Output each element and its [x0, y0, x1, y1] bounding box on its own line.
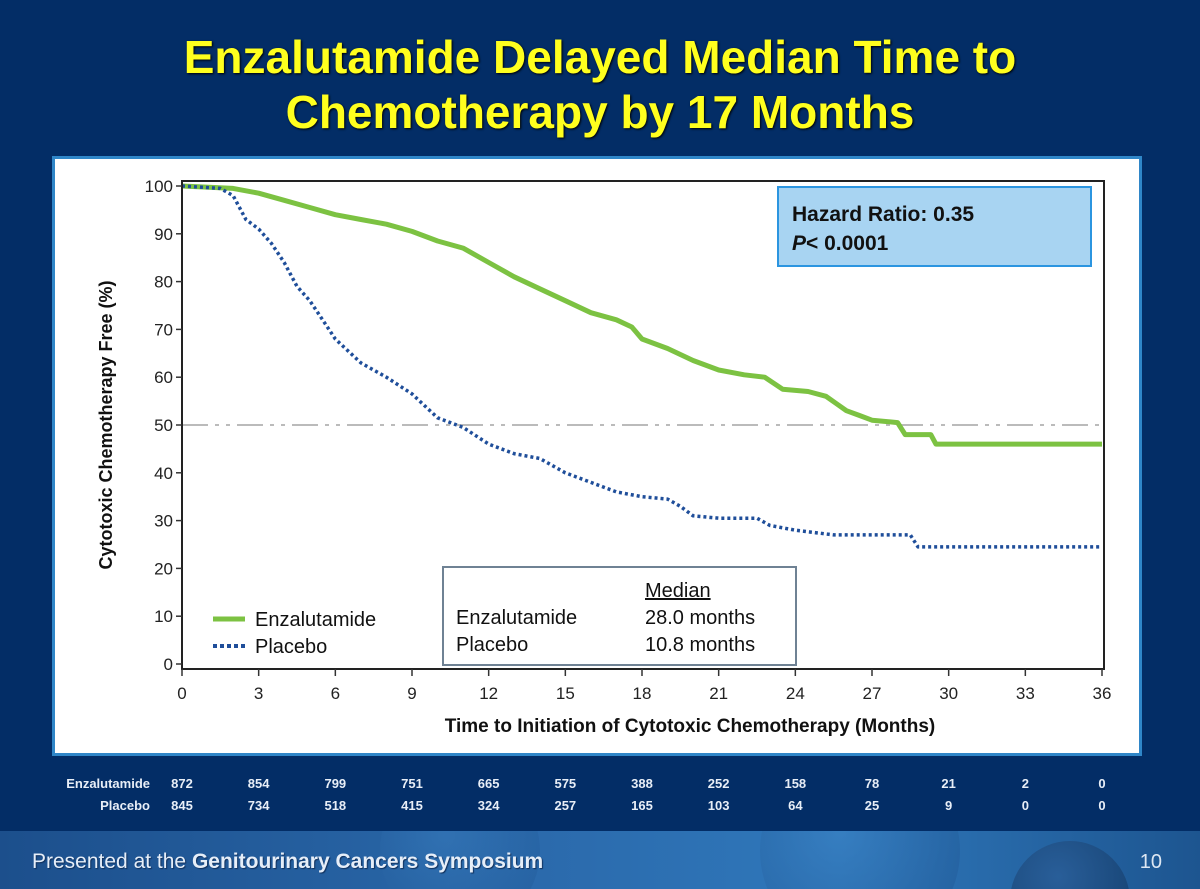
y-tick-label: 80: [154, 273, 173, 292]
chart-panel: 0 10 20 30 40 50 60 70 80 90 100 0 3 6 9 12 15 18 21 24 27 3…: [52, 156, 1142, 756]
risk-count: 9: [945, 798, 953, 813]
y-tick-label: 0: [164, 655, 173, 674]
risk-count: 799: [324, 776, 347, 791]
x-tick-label: 27: [863, 684, 882, 703]
legend-label-enzalutamide: Enzalutamide: [255, 609, 376, 631]
x-axis-label: Time to Initiation of Cytotoxic Chemothe…: [445, 716, 935, 737]
risk-count: 388: [631, 776, 653, 791]
risk-count: 21: [941, 776, 956, 791]
x-tick-label: 6: [331, 684, 340, 703]
x-tick-label: 9: [407, 684, 416, 703]
slide-title-line-1: Enzalutamide Delayed Median Time to: [183, 31, 1017, 83]
y-tick-label: 20: [154, 559, 173, 578]
series-group: [181, 183, 1102, 549]
risk-count: 0: [1098, 776, 1106, 791]
risk-count: 257: [554, 798, 577, 813]
x-tick-label: 12: [479, 684, 498, 703]
risk-count: 2: [1021, 776, 1029, 791]
risk-count: 165: [631, 798, 653, 813]
decorative-bubble: [1010, 841, 1130, 889]
y-tick-label: 50: [154, 416, 173, 435]
risk-count: 0: [1098, 798, 1106, 813]
y-tick-label: 30: [154, 512, 173, 531]
risk-count: 78: [864, 776, 880, 791]
risk-count: 518: [324, 798, 347, 813]
risk-count: 158: [784, 776, 807, 791]
y-tick-label: 10: [154, 607, 173, 626]
risk-row-label: Enzalutamide: [66, 776, 150, 791]
y-axis-label: Cytotoxic Chemotherapy Free (%): [96, 280, 116, 569]
risk-count: 751: [401, 776, 423, 791]
x-axis-ticks: 0 3 6 9 12 15 18 21 24 27 30 33 36: [177, 669, 1111, 703]
p-value-text: P< 0.0001: [792, 232, 889, 255]
median-table: Median Enzalutamide 28.0 months Placebo …: [442, 566, 797, 666]
y-tick-label: 90: [154, 225, 173, 244]
risk-count: 0: [1021, 798, 1029, 813]
median-row-arm-placebo: Placebo: [456, 634, 528, 656]
numbers-at-risk-table: Enzalutamide 872 854 799 751 665 575 388 252 158…: [0, 772, 1200, 822]
hazard-ratio-text: Hazard Ratio: 0.35: [792, 203, 974, 226]
slide-title-line-2: Chemotherapy by 17 Months: [285, 86, 915, 138]
legend-label-placebo: Placebo: [255, 636, 327, 658]
risk-count: 665: [477, 776, 500, 791]
p-label: P: [792, 232, 807, 255]
risk-count: 252: [707, 776, 730, 791]
x-tick-label: 21: [709, 684, 728, 703]
p-value: < 0.0001: [806, 232, 889, 255]
risk-count: 64: [788, 798, 803, 813]
risk-count: 324: [477, 798, 500, 813]
legend: Enzalutamide Placebo: [213, 609, 376, 658]
risk-row-label: Placebo: [100, 798, 150, 813]
median-row-value-enzalutamide: 28.0 months: [645, 607, 755, 629]
risk-count: 25: [864, 798, 880, 813]
x-tick-label: 24: [786, 684, 805, 703]
page-number: 10: [1139, 851, 1162, 873]
x-tick-label: 36: [1093, 684, 1112, 703]
footer-prefix: Presented at the: [32, 850, 192, 873]
median-header: Median: [645, 580, 711, 602]
risk-count: 103: [707, 798, 730, 813]
risk-row-enzalutamide: Enzalutamide 872 854 799 751 665 575 388 252 158…: [0, 776, 1200, 794]
x-tick-label: 0: [177, 684, 186, 703]
slide-title: Enzalutamide Delayed Median Time to Chem…: [0, 30, 1200, 140]
stats-box-background: [777, 186, 1092, 267]
x-tick-label: 30: [939, 684, 958, 703]
risk-row-placebo: Placebo 845 734 518 415 324 257 165 103 64 25 9 0 0: [0, 798, 1200, 816]
risk-count: 845: [171, 798, 193, 813]
risk-count: 575: [554, 776, 577, 791]
footer-credit: Presented at the Genitourinary Cancers S…: [32, 850, 543, 874]
decorative-bubble: [760, 831, 960, 889]
y-axis-ticks: 0 10 20 30 40 50 60 70 80 90 100: [145, 177, 182, 674]
median-row-arm-enzalutamide: Enzalutamide: [456, 607, 577, 629]
x-tick-label: 18: [633, 684, 652, 703]
y-tick-label: 100: [145, 177, 173, 196]
median-table-border: [442, 566, 797, 666]
y-tick-label: 40: [154, 464, 173, 483]
footer-event: Genitourinary Cancers Symposium: [191, 850, 544, 873]
risk-count: 872: [171, 776, 193, 791]
x-tick-label: 33: [1016, 684, 1035, 703]
median-row-value-placebo: 10.8 months: [645, 634, 755, 656]
stats-box: Hazard Ratio: 0.35 P< 0.0001: [777, 186, 1092, 267]
y-tick-label: 70: [154, 320, 173, 339]
slide-footer: Presented at the Genitourinary Cancers S…: [0, 831, 1200, 889]
decorative-bubble: [380, 831, 540, 889]
risk-count: 415: [401, 798, 423, 813]
risk-count: 734: [247, 798, 270, 813]
risk-count: 854: [247, 776, 270, 791]
x-tick-label: 3: [254, 684, 263, 703]
y-tick-label: 60: [154, 368, 173, 387]
x-tick-label: 15: [556, 684, 575, 703]
series-line-enzalutamide: [181, 183, 1102, 447]
